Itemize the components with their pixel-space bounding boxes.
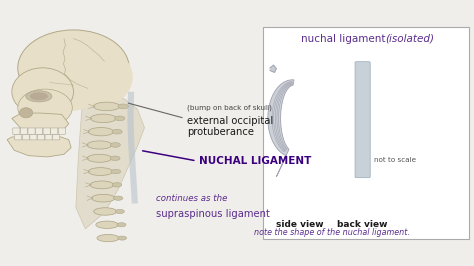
FancyBboxPatch shape [53, 135, 60, 140]
Polygon shape [76, 92, 145, 229]
Ellipse shape [12, 68, 73, 116]
Ellipse shape [87, 141, 112, 149]
Ellipse shape [96, 221, 118, 228]
Text: external occipital
protuberance: external occipital protuberance [187, 115, 273, 137]
Text: (bump on back of skull): (bump on back of skull) [187, 105, 272, 111]
FancyBboxPatch shape [43, 128, 50, 134]
FancyBboxPatch shape [20, 128, 27, 134]
Text: supraspinous ligament: supraspinous ligament [156, 209, 270, 219]
Ellipse shape [26, 91, 52, 102]
Polygon shape [12, 113, 69, 134]
FancyBboxPatch shape [263, 27, 469, 239]
Text: side view: side view [276, 220, 323, 229]
Ellipse shape [110, 156, 120, 160]
FancyBboxPatch shape [15, 135, 22, 140]
Ellipse shape [18, 30, 129, 106]
Ellipse shape [118, 236, 127, 240]
Polygon shape [128, 92, 138, 203]
Polygon shape [7, 136, 71, 157]
Ellipse shape [115, 209, 124, 214]
Ellipse shape [118, 104, 128, 109]
Text: note the shape of the nuchal ligament.: note the shape of the nuchal ligament. [254, 228, 410, 237]
FancyBboxPatch shape [13, 128, 20, 134]
Text: not to scale: not to scale [374, 157, 416, 163]
Ellipse shape [18, 89, 73, 126]
Ellipse shape [87, 154, 112, 162]
FancyBboxPatch shape [45, 135, 52, 140]
Text: continues as the: continues as the [156, 194, 228, 203]
FancyBboxPatch shape [30, 135, 37, 140]
Ellipse shape [19, 108, 33, 118]
Text: back view: back view [337, 220, 388, 229]
Ellipse shape [111, 169, 121, 174]
FancyBboxPatch shape [58, 128, 65, 134]
Ellipse shape [88, 127, 114, 136]
Text: (isolated): (isolated) [385, 34, 434, 44]
Ellipse shape [89, 168, 112, 176]
Polygon shape [270, 65, 276, 72]
Ellipse shape [112, 183, 122, 187]
FancyBboxPatch shape [37, 135, 45, 140]
Ellipse shape [21, 59, 107, 112]
Text: NUCHAL LIGAMENT: NUCHAL LIGAMENT [199, 156, 311, 166]
Polygon shape [268, 80, 294, 177]
Text: nuchal ligament: nuchal ligament [301, 34, 389, 44]
FancyBboxPatch shape [355, 62, 370, 178]
Ellipse shape [115, 116, 125, 121]
Ellipse shape [66, 48, 133, 106]
Ellipse shape [90, 181, 114, 189]
Ellipse shape [91, 194, 115, 202]
Ellipse shape [94, 208, 117, 215]
Ellipse shape [113, 196, 123, 200]
Ellipse shape [112, 129, 122, 134]
Ellipse shape [94, 102, 119, 111]
Ellipse shape [117, 223, 126, 227]
Ellipse shape [97, 234, 119, 242]
FancyBboxPatch shape [36, 128, 43, 134]
Ellipse shape [30, 92, 48, 100]
FancyBboxPatch shape [28, 128, 35, 134]
Ellipse shape [110, 143, 120, 147]
FancyBboxPatch shape [22, 135, 29, 140]
Ellipse shape [91, 114, 116, 123]
FancyBboxPatch shape [51, 128, 58, 134]
